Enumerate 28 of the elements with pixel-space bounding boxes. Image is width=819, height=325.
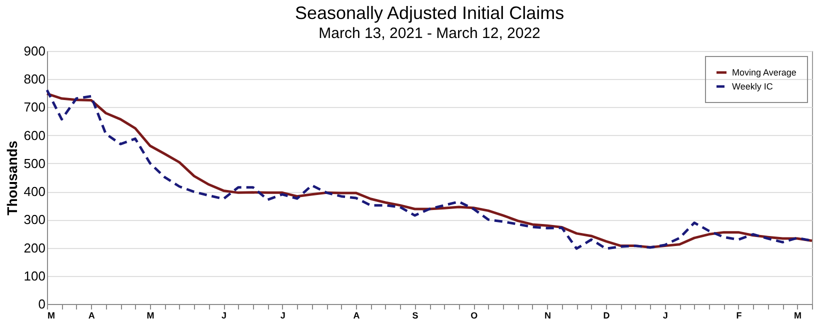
y-tick-label: 800: [24, 72, 46, 87]
legend-label: Weekly IC: [732, 82, 774, 92]
y-tick-label: 300: [24, 212, 46, 228]
x-tick-label: M: [146, 310, 154, 320]
y-tick-label: 200: [24, 240, 46, 256]
x-tick-label: S: [412, 310, 418, 320]
x-tick-label: M: [794, 310, 802, 320]
y-tick-label: 900: [24, 44, 46, 58]
x-tick-label: N: [544, 310, 551, 320]
y-tick-label: 500: [24, 156, 46, 171]
y-tick-label: 100: [24, 268, 46, 284]
chart-subtitle: March 13, 2021 - March 12, 2022: [318, 25, 540, 42]
y-axis-title: Thousands: [4, 140, 20, 216]
x-tick-label: D: [603, 310, 610, 320]
y-tick-label: 600: [24, 128, 46, 143]
x-tick-label: J: [662, 310, 668, 320]
chart-title: Seasonally Adjusted Initial Claims: [294, 3, 564, 23]
x-tick-label: J: [280, 310, 286, 320]
x-tick-label: A: [88, 310, 96, 320]
legend-label: Moving Average: [732, 68, 796, 78]
y-tick-label: 700: [24, 100, 46, 115]
y-tick-label: 0: [38, 296, 46, 312]
x-tick-label: J: [222, 310, 227, 320]
x-tick-label: M: [48, 310, 55, 320]
x-tick-label: F: [736, 310, 742, 320]
y-tick-label: 400: [24, 184, 46, 200]
x-tick-label: A: [353, 310, 360, 320]
x-tick-label: O: [470, 310, 478, 320]
